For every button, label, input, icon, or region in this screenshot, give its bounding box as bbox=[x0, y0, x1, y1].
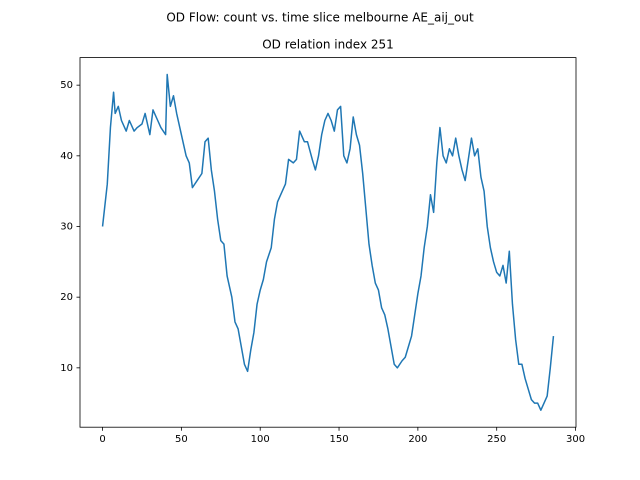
x-tick-label: 200 bbox=[408, 434, 427, 445]
suptitle: OD Flow: count vs. time slice melbourne … bbox=[166, 11, 474, 25]
data-line bbox=[101, 73, 555, 411]
x-tick-label: 300 bbox=[566, 434, 585, 445]
plot-frame bbox=[79, 57, 577, 428]
x-tick-label: 150 bbox=[329, 434, 348, 445]
y-tick-label: 10 bbox=[60, 363, 73, 374]
y-tick-label: 40 bbox=[60, 151, 73, 162]
y-tick-label: 30 bbox=[60, 221, 73, 232]
y-tick-label: 20 bbox=[60, 292, 73, 303]
y-tick-label: 50 bbox=[60, 80, 73, 91]
x-tick-label: 250 bbox=[487, 434, 506, 445]
x-tick-label: 0 bbox=[99, 434, 105, 445]
x-tick-label: 50 bbox=[175, 434, 188, 445]
chart-title: OD relation index 251 bbox=[262, 38, 394, 52]
x-tick-label: 100 bbox=[251, 434, 270, 445]
